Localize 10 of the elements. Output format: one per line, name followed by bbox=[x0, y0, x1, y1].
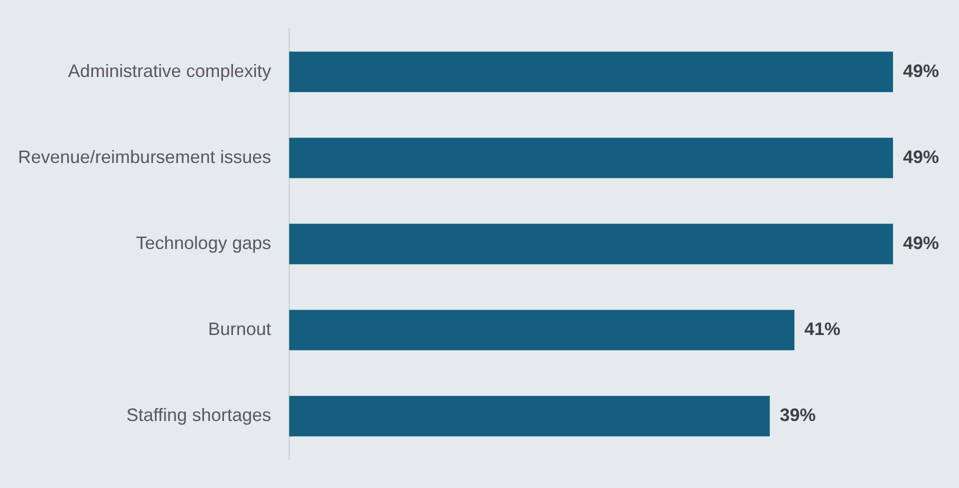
y-tick-label: Burnout bbox=[208, 319, 272, 340]
data-label: 41% bbox=[804, 319, 840, 340]
data-label: 49% bbox=[903, 146, 940, 167]
y-tick-label: Staffing shortages bbox=[126, 405, 272, 426]
y-tick-label: Revenue/reimbursement issues bbox=[18, 146, 272, 167]
y-tick-label: Administrative complexity bbox=[68, 60, 272, 81]
y-tick-label: Technology gaps bbox=[136, 232, 272, 253]
data-label: 49% bbox=[903, 232, 940, 253]
data-label: 49% bbox=[903, 60, 940, 81]
data-label: 39% bbox=[780, 405, 816, 426]
